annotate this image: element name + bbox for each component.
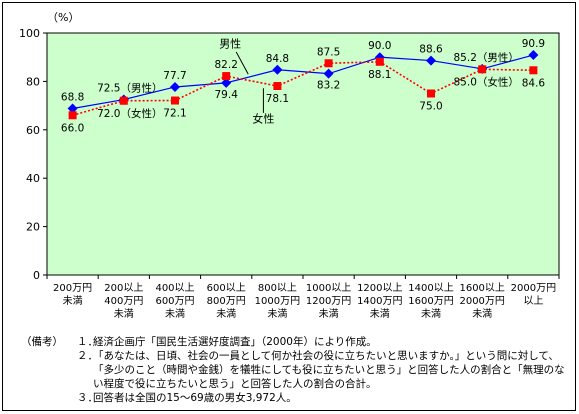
data-label: 77.7: [163, 70, 186, 82]
note-text: 「あなたは、日頃、社会の一員として何か社会の役に立ちたいと思いますか。」という問…: [93, 350, 565, 390]
x-tick-label: 200万円未満: [53, 283, 92, 307]
x-tick-label: 600以上 800万円未満: [207, 282, 246, 320]
notes-label: （備考）: [21, 336, 63, 348]
data-label: 75.0: [419, 101, 442, 113]
data-point: [68, 111, 77, 120]
data-label: 84.6: [522, 77, 546, 89]
notes-block: （備考） １． 経済企画庁「国民生活選好度調査」（2000年）により作成。 ２．…: [21, 335, 571, 405]
x-tick-label: 800以上 1000万円未満: [255, 282, 300, 320]
y-tick-label: 100: [19, 27, 40, 40]
data-label: 85.2（男性）: [454, 51, 519, 64]
data-label: 79.4: [215, 89, 239, 101]
data-point: [221, 77, 232, 88]
y-tick-label: 20: [26, 221, 40, 234]
data-label: 84.8: [266, 53, 289, 65]
x-tick-label: 400以上 600万円未満: [155, 282, 194, 320]
data-point: [272, 64, 283, 75]
data-label: 90.9: [522, 38, 545, 50]
data-point: [323, 68, 334, 79]
data-point: [478, 65, 487, 74]
series-callout: 男性: [219, 37, 241, 51]
series-line: [72, 54, 534, 110]
data-label: 88.1: [368, 69, 391, 81]
data-point: [67, 103, 78, 114]
note-text: 経済企画庁「国民生活選好度調査」（2000年）により作成。: [93, 336, 377, 348]
data-point: [529, 66, 538, 75]
data-label: 85.0（女性）: [454, 75, 519, 88]
data-point: [427, 89, 435, 98]
series-callout: 女性: [252, 112, 274, 126]
data-point: [222, 72, 231, 81]
data-point: [324, 59, 333, 68]
callout-leader: [235, 51, 249, 75]
note-number: １．: [77, 336, 98, 348]
data-point: [273, 81, 282, 90]
data-label: 87.5: [317, 46, 340, 58]
y-axis-unit-label: （%）: [47, 11, 79, 24]
data-label: 66.0: [61, 122, 84, 134]
x-tick-label: 1600以上 2000万円未満: [459, 282, 504, 320]
data-point: [528, 50, 539, 61]
data-label: 72.1: [163, 108, 186, 120]
data-label: 78.1: [266, 93, 289, 105]
plot-background: [46, 32, 560, 276]
x-tick-label: 1400以上 1600万円未満: [408, 282, 453, 320]
data-label: 72.0（女性）: [97, 107, 162, 120]
data-label: 68.8: [61, 92, 84, 104]
data-label: 83.2: [317, 80, 340, 92]
data-point: [171, 96, 179, 105]
y-tick-label: 80: [26, 75, 40, 88]
y-tick-label: 60: [26, 124, 40, 137]
note-row: （備考） １． 経済企画庁「国民生活選好度調査」（2000年）により作成。: [21, 335, 571, 349]
data-label: 82.2: [215, 59, 238, 71]
x-tick-label: 200以上 400万円未満: [104, 282, 143, 320]
data-point: [170, 81, 180, 92]
x-tick-label: 1200以上 1400万円未満: [357, 282, 402, 320]
data-point: [426, 55, 436, 66]
data-point: [375, 57, 384, 66]
data-point: [119, 96, 128, 105]
data-label: 72.5（男性）: [97, 82, 162, 95]
data-label: 90.0: [368, 40, 391, 52]
data-label: 88.6: [419, 44, 443, 56]
figure-frame: （%） 0 20 40 60 80 100 200万円未満 200以上 400万円未満 400以上…: [2, 2, 576, 411]
note-text: 回答者は全国の15～69歳の男女3,972人。: [93, 392, 297, 404]
note-row: ３． 回答者は全国の15～69歳の男女3,972人。: [21, 391, 571, 405]
note-number: ３．: [77, 392, 98, 404]
x-tick-label: 1000以上 1200万円未満: [306, 282, 351, 320]
x-tick-label: 2000万円以上: [511, 283, 556, 307]
line-chart: （%） 0 20 40 60 80 100 200万円未満 200以上 400万円未満 400以上…: [19, 11, 560, 320]
series-line: [72, 60, 534, 117]
note-row: ２． 「あなたは、日頃、社会の一員として何か社会の役に立ちたいと思いますか。」と…: [21, 349, 571, 391]
y-tick-label: 0: [33, 269, 40, 282]
note-number: ２．: [77, 350, 98, 362]
y-tick-label: 40: [26, 172, 40, 185]
